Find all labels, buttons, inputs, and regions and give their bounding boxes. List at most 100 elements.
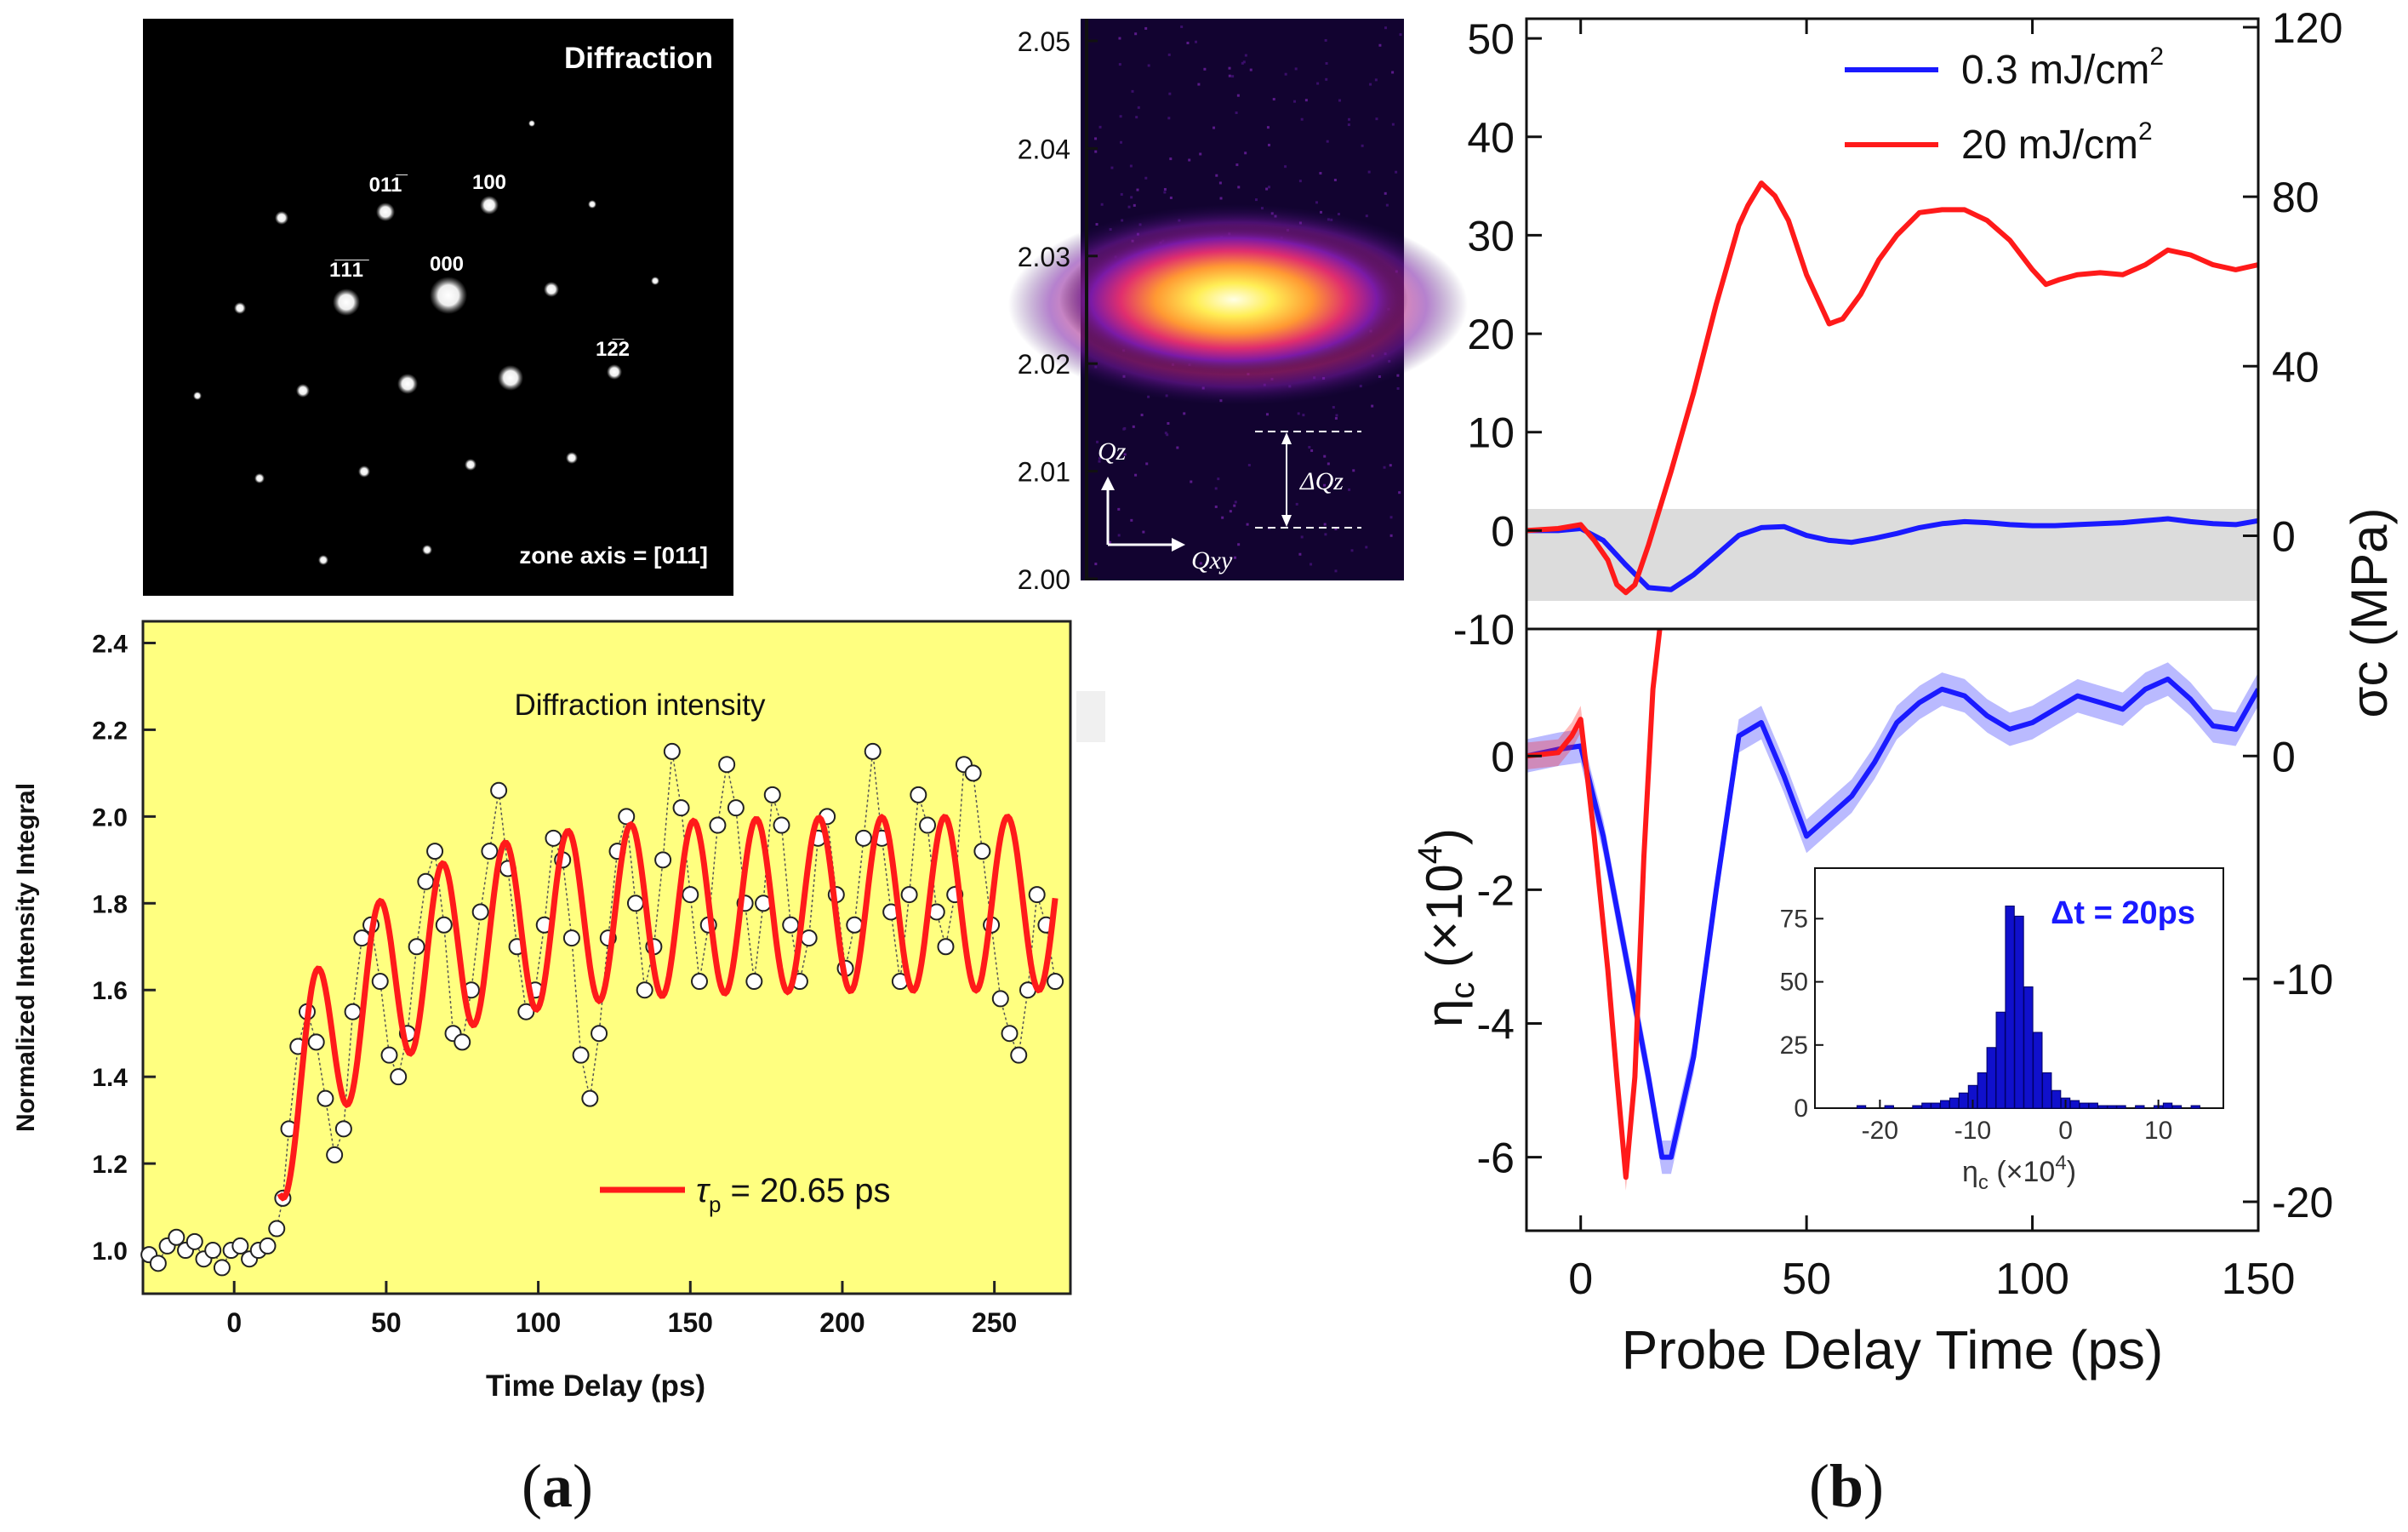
heatmap-speck [1338,99,1341,102]
heatmap-speck [1176,446,1179,449]
data-point [1010,1046,1028,1064]
heatmap-speck [1369,83,1372,86]
heatmap-y-tick-label: 2.02 [1018,349,1070,380]
histogram-bar [1949,1097,1960,1109]
heatmap-y-tick-label: 2.04 [1018,134,1070,164]
data-point [326,1146,344,1163]
heatmap-speck [1094,150,1098,153]
spot-label-122: 12̅2 [596,338,630,361]
heatmap-speck [1268,186,1271,189]
heatmap-speck [1144,176,1148,180]
heatmap-speck [1246,523,1249,526]
data-point [1001,1025,1019,1043]
histogram-bar [2116,1105,2126,1109]
heatmap-speck [1096,440,1099,443]
data-point [763,786,781,803]
heatmap-speck [1214,487,1218,490]
data-point [454,1033,471,1051]
heatmap-speck [1333,178,1337,181]
data-point [231,1237,249,1255]
heatmap-speck [1109,540,1112,544]
heatmap-speck [1337,213,1340,216]
x-tick-label: 200 [819,1307,864,1338]
data-point [581,1089,599,1107]
heatmap-speck [1221,516,1224,519]
heatmap-speck [1144,26,1148,30]
histogram-bar [2014,915,2024,1109]
data-point [185,1232,203,1250]
y-tick-label: 1.8 [92,890,128,918]
heatmap-speck [1348,488,1351,491]
y-tick-label: 1.0 [92,1238,128,1266]
panel-label-a: (a) [522,1452,593,1520]
heatmap-speck [1134,473,1138,477]
heatmap-speck [1294,67,1298,71]
b-x-tick-label: 0 [1568,1255,1593,1304]
stress-y2-tick-label: 0 [2272,512,2296,560]
heatmap-speck [1123,453,1127,456]
data-point [307,1033,325,1051]
heatmap-speck [1325,62,1328,66]
stress-y-tick-label: -10 [1453,606,1515,654]
data-point [334,1120,352,1138]
histogram-bar [2069,1100,2080,1109]
data-point [727,799,745,817]
histogram-bar [1884,1105,1894,1109]
heatmap-speck [1228,74,1231,77]
stress-y2-tick-label: 120 [2272,4,2342,52]
qz-label: Qz [1098,437,1127,466]
data-point [426,843,444,860]
data-point [417,872,435,890]
heatmap-speck [1323,454,1327,458]
heatmap-speck [1135,116,1138,119]
heatmap-speck [1389,516,1393,519]
data-point [213,1259,231,1277]
data-point [344,1003,362,1020]
heatmap-speck [1389,534,1393,537]
strain-y-tick-label: -2 [1477,866,1515,914]
x-tick-label: 150 [668,1307,713,1338]
heatmap-speck [1137,106,1140,109]
heatmap-speck [1095,223,1098,226]
heatmap-speck [1235,111,1238,114]
heatmap-speck [1327,462,1330,466]
heatmap-speck [1197,83,1201,86]
heatmap-speck [1098,125,1102,129]
y-tick-label: 1.2 [92,1151,128,1179]
spot-label-000: 000 [430,253,464,276]
heatmap-speck [1098,457,1102,460]
spot-label-111: 1̅1̅1̅ [329,259,369,282]
panel-b-x-label: Probe Delay Time (ps) [1622,1319,2164,1381]
heatmap-speck [1098,460,1101,463]
data-point [682,886,699,904]
heatmap-speck [1100,203,1104,206]
heatmap-speck [1237,186,1241,189]
heatmap-speck [1375,117,1378,121]
stress-series [1526,180,2259,596]
data-point [663,742,681,760]
x-tick-label: 250 [972,1307,1017,1338]
heatmap-speck [1118,63,1121,66]
histogram-bar [2005,906,2015,1109]
heatmap-speck [1120,192,1123,196]
data-point [709,816,727,834]
diffraction-image: Diffraction 011̅ 100 1̅1̅1̅ 000 12̅2 zon… [143,19,733,596]
heatmap-speck [1347,117,1350,121]
heatmap-speck [1219,197,1223,200]
intensity-x-label: Time Delay (ps) [486,1369,705,1403]
data-point [353,929,371,947]
heatmap-speck [1302,414,1305,417]
heatmap-speck [1231,75,1235,78]
fit-curve [277,813,1058,1202]
data-point [490,781,508,799]
y-tick-label: 2.2 [92,717,128,745]
data-point [718,756,736,774]
heatmap-speck [1188,158,1191,162]
heatmap-speck [1217,477,1220,481]
heatmap-speck [1218,181,1222,185]
data-point [745,973,763,991]
heatmap-speck [1384,26,1387,30]
data-point [937,938,955,956]
panel-label-b: (b) [1809,1452,1884,1520]
heatmap-speck [1244,54,1247,57]
